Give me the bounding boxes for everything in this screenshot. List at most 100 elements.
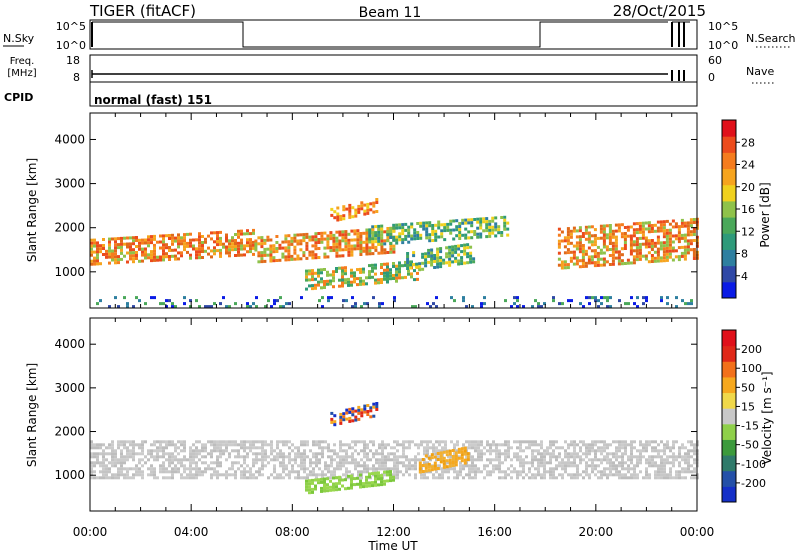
velocity-echo-cell	[436, 458, 440, 461]
velocity-echo-cell	[396, 449, 399, 453]
power-echo-cell	[590, 249, 594, 253]
velocity-echo-cell	[567, 443, 570, 447]
velocity-echo-cell	[345, 476, 348, 480]
power-echo-cell	[611, 259, 615, 263]
power-echo-cell	[584, 237, 588, 241]
velocity-echo-cell	[669, 449, 672, 453]
power-ylabel: Slant Range [km]	[25, 158, 39, 262]
velocity-echo-cell	[165, 443, 168, 447]
power-echo-cell	[454, 247, 458, 251]
velocity-echo-cell	[372, 452, 375, 456]
velocity-echo-cell	[90, 440, 93, 444]
velocity-echo-cell	[171, 476, 174, 480]
velocity-echo-cell	[219, 449, 222, 453]
power-echo-cell	[452, 219, 456, 223]
power-echo-cell	[494, 234, 498, 238]
velocity-echo-cell	[342, 418, 346, 422]
velocity-echo-cell	[165, 440, 168, 444]
velocity-echo-cell	[228, 467, 231, 471]
power-echo-cell	[323, 280, 326, 283]
power-echo-cell	[659, 220, 663, 224]
power-echo-cell	[192, 244, 195, 248]
velocity-echo-cell	[678, 464, 681, 468]
velocity-echo-cell	[380, 480, 383, 484]
velocity-echo-cell	[582, 458, 585, 462]
power-echo-cell	[272, 244, 276, 248]
velocity-echo-cell	[453, 452, 456, 456]
velocity-echo-cell	[159, 449, 162, 453]
velocity-echo-cell	[347, 486, 350, 490]
velocity-echo-cell	[546, 452, 549, 456]
time-tick-label: 20:00	[579, 525, 614, 539]
velocity-echo-cell	[168, 464, 171, 468]
power-echo-cell	[359, 247, 363, 250]
velocity-echo-cell	[534, 473, 537, 477]
velocity-echo-cell	[354, 415, 358, 419]
velocity-echo-cell	[243, 449, 246, 453]
velocity-echo-cell	[336, 467, 339, 471]
power-echo-cell	[412, 263, 416, 267]
power-echo-cell	[138, 299, 141, 303]
power-echo-cell	[692, 248, 696, 251]
power-echo-cell	[129, 257, 132, 261]
velocity-echo-cell	[687, 455, 690, 459]
velocity-echo-cell	[561, 446, 564, 450]
power-echo-cell	[99, 250, 102, 254]
velocity-echo-cell	[351, 458, 354, 462]
power-echo-cell	[662, 220, 666, 224]
power-echo-cell	[629, 246, 633, 250]
velocity-echo-cell	[380, 477, 383, 481]
power-echo-cell	[189, 232, 192, 236]
power-echo-cell	[687, 302, 690, 306]
power-echo-cell	[326, 237, 330, 241]
power-echo-cell	[566, 242, 570, 246]
velocity-echo-cell	[438, 476, 441, 480]
velocity-colorbar-tick: -100	[741, 458, 766, 471]
velocity-echo-cell	[344, 487, 347, 491]
velocity-echo-cell	[282, 470, 285, 474]
power-echo-cell	[341, 281, 344, 285]
power-echo-cell	[668, 231, 672, 235]
velocity-echo-cell	[108, 443, 111, 447]
velocity-echo-cell	[561, 464, 564, 468]
power-echo-cell	[467, 230, 471, 234]
power-echo-cell	[578, 235, 582, 239]
power-echo-cell	[108, 305, 111, 309]
velocity-echo-cell	[354, 467, 357, 471]
power-echo-cell	[449, 228, 453, 232]
power-echo-cell	[311, 253, 315, 257]
power-echo-cell	[344, 248, 348, 252]
velocity-echo-cell	[516, 440, 519, 444]
velocity-echo-cell	[123, 476, 126, 480]
power-echo-cell	[433, 254, 437, 257]
velocity-echo-cell	[621, 467, 624, 471]
velocity-echo-cell	[399, 455, 402, 459]
power-echo-cell	[647, 251, 651, 255]
velocity-echo-cell	[108, 446, 111, 450]
power-echo-cell	[650, 254, 654, 257]
power-echo-cell	[132, 251, 135, 255]
velocity-echo-cell	[261, 440, 264, 444]
velocity-echo-cell	[684, 461, 687, 465]
power-echo-cell	[114, 246, 117, 250]
velocity-echo-cell	[240, 473, 243, 477]
power-echo-cell	[458, 225, 462, 228]
velocity-echo-cell	[189, 470, 192, 474]
power-echo-cell	[380, 245, 384, 249]
power-echo-cell	[537, 302, 540, 306]
power-echo-cell	[641, 254, 645, 258]
power-echo-cell	[302, 236, 306, 240]
power-echo-cell	[504, 299, 507, 303]
velocity-echo-cell	[456, 440, 459, 444]
velocity-echo-cell	[402, 464, 405, 468]
velocity-echo-cell	[618, 455, 621, 459]
velocity-echo-cell	[90, 464, 93, 468]
velocity-echo-cell	[645, 470, 648, 474]
velocity-echo-cell	[477, 440, 480, 444]
velocity-echo-cell	[462, 476, 465, 480]
power-echo-cell	[326, 273, 329, 277]
velocity-echo-cell	[189, 461, 192, 465]
power-echo-cell	[596, 236, 600, 240]
velocity-echo-cell	[174, 467, 177, 471]
velocity-echo-cell	[660, 470, 663, 474]
